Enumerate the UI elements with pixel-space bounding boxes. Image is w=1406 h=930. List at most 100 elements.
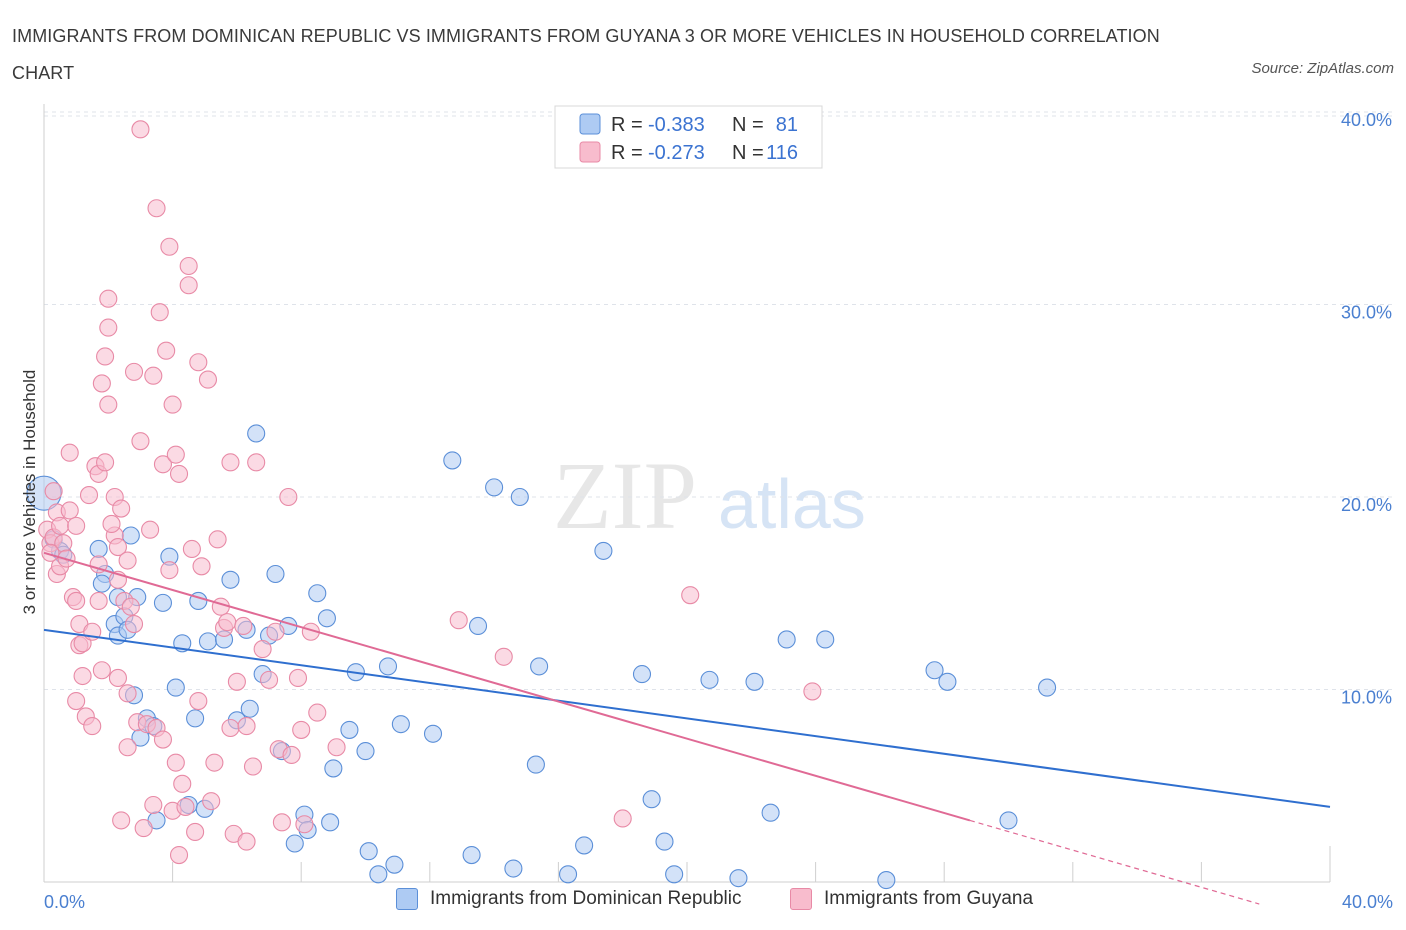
point-guyana [803, 682, 822, 701]
bottom-legend-swatch [790, 888, 812, 910]
legend-n-label: N = [732, 142, 764, 164]
point-guyana [613, 809, 632, 828]
trend-line-guyana [43, 551, 971, 822]
bottom-legend-label: Immigrants from Dominican Republic [430, 888, 742, 909]
point-dominican-republic [153, 593, 173, 612]
y-tick-label: 20.0% [1341, 495, 1392, 515]
point-guyana [173, 774, 192, 793]
point-dominican-republic [340, 720, 359, 739]
point-guyana [131, 432, 150, 451]
point-guyana [179, 256, 198, 276]
point-dominican-republic [359, 842, 378, 861]
point-dominican-republic [594, 541, 613, 560]
point-guyana [198, 370, 218, 389]
point-dominican-republic [558, 865, 578, 884]
point-guyana [99, 395, 118, 414]
point-dominican-republic [816, 630, 835, 649]
y-tick-label: 40.0% [1341, 110, 1392, 130]
point-guyana [73, 666, 92, 686]
point-guyana [186, 822, 205, 842]
point-dominican-republic [504, 859, 523, 878]
bottom-legend-swatch [396, 888, 418, 910]
point-guyana [92, 374, 111, 393]
point-guyana [272, 813, 291, 832]
point-guyana [176, 797, 195, 816]
point-dominican-republic [729, 869, 748, 888]
point-guyana [288, 668, 308, 688]
point-guyana [144, 366, 163, 385]
bottom-legend-guyana: Immigrants from Guyana [790, 888, 1033, 910]
point-dominican-republic [317, 609, 336, 628]
bottom-legend-label: Immigrants from Guyana [824, 888, 1034, 909]
point-guyana [60, 443, 79, 462]
point-dominican-republic [526, 755, 545, 774]
point-dominican-republic [485, 478, 504, 497]
point-dominican-republic [221, 570, 240, 589]
legend-r-value: -0.273 [648, 142, 705, 164]
point-guyana [234, 616, 253, 636]
point-guyana [169, 845, 189, 865]
point-dominican-republic [356, 742, 375, 761]
point-guyana [121, 597, 140, 616]
point-guyana [92, 661, 111, 680]
point-dominican-republic [308, 584, 327, 603]
point-guyana [124, 362, 144, 381]
point-guyana [259, 670, 279, 689]
point-guyana [279, 487, 298, 507]
point-dominican-republic [423, 724, 443, 743]
point-guyana [282, 745, 301, 765]
point-guyana [99, 289, 118, 308]
point-guyana [96, 453, 115, 472]
point-dominican-republic [877, 871, 896, 890]
point-guyana [144, 795, 163, 815]
point-guyana [41, 543, 60, 562]
legend-r-label: R = [611, 142, 643, 164]
legend-r-label: R = [611, 114, 643, 136]
point-guyana [449, 611, 468, 630]
point-dominican-republic [321, 813, 340, 832]
trend-line-dominican-republic [43, 628, 1331, 808]
point-dominican-republic [247, 424, 266, 443]
point-guyana [89, 591, 108, 611]
y-axis-label: 3 or more Vehicles in Household [20, 370, 39, 615]
point-dominican-republic [324, 759, 343, 778]
point-dominican-republic [632, 665, 652, 684]
legend-n-label: N = [732, 114, 764, 136]
point-guyana [102, 514, 121, 534]
point-dominican-republic [391, 715, 410, 734]
point-guyana [160, 561, 179, 580]
legend-n-value: 116 [766, 142, 798, 164]
point-guyana [112, 811, 131, 830]
point-guyana [166, 445, 185, 464]
point-guyana [118, 738, 137, 757]
point-dominican-republic [925, 661, 944, 680]
point-guyana [163, 395, 182, 414]
point-dominican-republic [642, 790, 661, 809]
point-dominican-republic [369, 865, 388, 884]
point-dominican-republic [462, 845, 481, 865]
point-guyana [147, 199, 166, 218]
bottom-legend-dominican: Immigrants from Dominican Republic [396, 888, 742, 910]
legend-swatch-dominican [579, 113, 601, 135]
point-guyana [179, 276, 198, 295]
point-dominican-republic [166, 678, 185, 697]
point-dominican-republic [761, 803, 780, 822]
point-guyana [131, 120, 150, 139]
point-guyana [205, 753, 224, 772]
point-dominican-republic [510, 487, 529, 507]
point-guyana [99, 318, 118, 337]
point-guyana [227, 672, 246, 691]
x-tick-label: 40.0% [1342, 892, 1393, 912]
point-guyana [153, 730, 173, 749]
tick-labels: 10.0% 20.0% 30.0% 40.0% 0.0% 40.0% [44, 110, 1393, 912]
x-tick-label: 0.0% [44, 892, 85, 912]
point-guyana [67, 591, 86, 611]
point-dominican-republic [938, 672, 957, 691]
point-guyana [308, 703, 327, 722]
series-guyana [38, 120, 822, 865]
point-guyana [160, 237, 179, 256]
point-guyana [681, 586, 700, 605]
point-guyana [51, 516, 70, 535]
point-guyana [89, 555, 108, 574]
point-guyana [166, 753, 185, 772]
